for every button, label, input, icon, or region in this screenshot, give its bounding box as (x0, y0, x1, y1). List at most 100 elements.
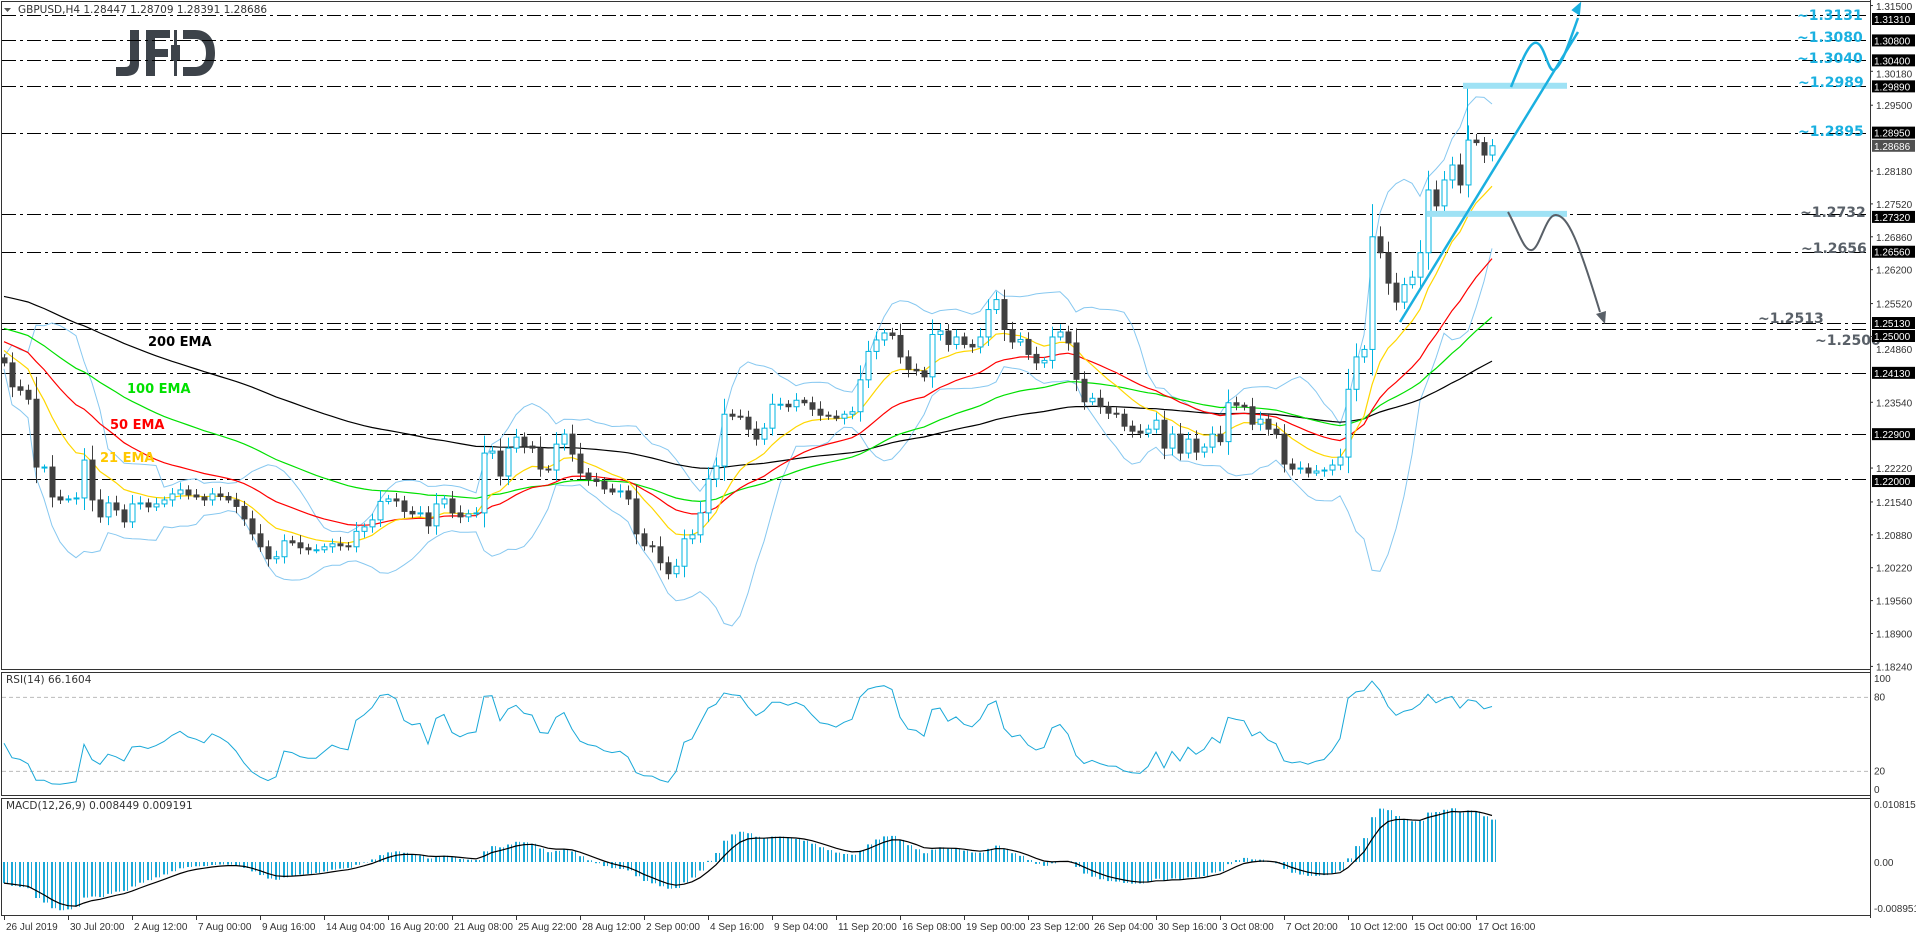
candle (825, 411, 832, 420)
candle-body (81, 459, 88, 499)
macd-histogram-bar (987, 848, 989, 862)
candle (553, 432, 560, 481)
level-label: ~1.2895 (1798, 124, 1864, 140)
candle-body (985, 309, 992, 338)
candle (193, 488, 200, 500)
candle (1417, 240, 1424, 288)
candle-body (361, 526, 368, 532)
time-tick-label: 15 Oct 00:00 (1414, 922, 1472, 933)
macd-histogram-bar (271, 862, 272, 879)
macd-histogram-bar (959, 848, 960, 862)
macd-histogram-bar (575, 851, 576, 862)
candle-body (1369, 236, 1376, 350)
candle-body (329, 543, 336, 548)
candle-body (897, 334, 904, 358)
macd-histogram-bar (1255, 859, 1256, 862)
macd-histogram-bar (315, 862, 317, 873)
candle (1225, 389, 1232, 455)
macd-histogram-bar (243, 862, 245, 868)
candle-body (193, 494, 200, 498)
macd-histogram-bar (487, 851, 488, 862)
level-axis-box (1872, 210, 1915, 223)
candle-body (41, 466, 48, 469)
macd-histogram-bar (887, 836, 888, 862)
macd-histogram-bar (187, 862, 189, 867)
candle (1025, 332, 1032, 360)
macd-histogram-bar (1163, 862, 1165, 881)
level-axis-label: 1.22900 (1874, 430, 1911, 441)
price-panel-frame (1, 1, 1871, 670)
candle (601, 477, 608, 494)
candle-body (1025, 338, 1032, 355)
candle-body (649, 545, 656, 548)
macd-histogram-bar (1107, 862, 1109, 882)
macd-histogram-bar (183, 862, 184, 869)
level-axis-label: 1.25130 (1874, 319, 1911, 330)
macd-histogram-bar (191, 862, 192, 867)
candle-body (1065, 331, 1072, 344)
candle (1313, 465, 1320, 476)
macd-histogram-bar (1007, 848, 1008, 862)
time-tick-label: 14 Aug 04:00 (326, 922, 385, 933)
macd-histogram-bar (111, 862, 112, 894)
level-axis-label: 1.30400 (1874, 56, 1911, 67)
time-axis[interactable]: 26 Jul 2019 30 Jul 20:00 2 Aug 12:00 7 Aug … (4, 916, 1536, 933)
macd-histogram-bar (967, 850, 968, 862)
candle-body (1257, 418, 1264, 425)
candle-body (241, 505, 248, 520)
candle-body (585, 472, 592, 480)
candle-body (441, 498, 448, 505)
dropdown-triangle-icon[interactable] (4, 8, 11, 12)
time-tick-label: 28 Aug 12:00 (582, 922, 641, 933)
candle (161, 496, 168, 508)
macd-histogram-bar (995, 845, 997, 862)
macd-histogram-bar (551, 852, 552, 862)
candle-body (1129, 425, 1136, 432)
macd-histogram-bar (339, 862, 341, 869)
candle (505, 437, 512, 486)
candle-body (1401, 284, 1408, 303)
candle-body (97, 499, 104, 518)
candle-body (777, 403, 784, 406)
macd-histogram-bar (87, 862, 88, 898)
candle (545, 465, 552, 473)
candle-body (209, 493, 216, 501)
candle (409, 506, 416, 518)
symbol-header[interactable]: GBPUSD,H4 1.28447 1.28709 1.28391 1.2868… (4, 4, 267, 16)
candle (1321, 467, 1328, 477)
macd-histogram-bar (1099, 862, 1101, 880)
candle-body (305, 547, 312, 551)
macd-histogram-bar (911, 845, 912, 862)
macd-histogram-bar (1215, 862, 1216, 873)
candle (1177, 422, 1184, 461)
macd-histogram-bar (807, 840, 808, 862)
price-axis[interactable]: 1.31500 1.31310 1.30800 1.30400 1.30180 1.298… (1870, 0, 1915, 918)
price-tick-label: 1.24860 (1876, 345, 1913, 356)
candle (1081, 371, 1088, 410)
price-tick-label: 1.20880 (1876, 531, 1913, 542)
candle (465, 509, 472, 522)
macd-histogram-bar (1019, 855, 1021, 862)
horizontal-levels (2, 15, 1870, 480)
candle-body (17, 386, 24, 391)
candle (857, 365, 864, 422)
price-tick-label: 1.23540 (1876, 398, 1913, 409)
macd-histogram-bar (1027, 859, 1029, 862)
candle (1401, 277, 1408, 310)
macd-histogram-bar (695, 862, 696, 878)
candle (457, 505, 464, 524)
candle-body (257, 533, 264, 548)
macd-histogram-bar (467, 859, 469, 862)
candle (985, 299, 992, 346)
candle-body (145, 502, 152, 508)
macd-histogram-bar (935, 849, 936, 862)
candle-body (321, 546, 328, 551)
candle-body (265, 546, 272, 560)
candle (425, 506, 432, 534)
candle (105, 495, 112, 526)
rsi-panel: 100 80 20 0 (2, 674, 1891, 796)
macd-histogram-bar (343, 862, 344, 869)
macd-histogram-bar (687, 862, 688, 883)
macd-histogram-bar (859, 850, 861, 862)
